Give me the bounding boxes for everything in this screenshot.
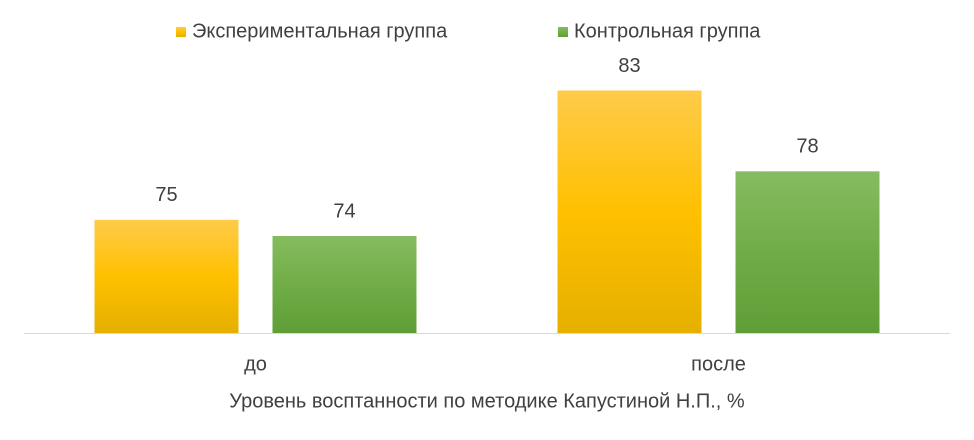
bar — [735, 171, 880, 333]
data-label: 78 — [796, 136, 818, 158]
x-tick-label: до — [244, 353, 267, 375]
legend-label: Контрольная группа — [574, 20, 761, 42]
x-axis-title: Уровень восптанности по методике Капусти… — [229, 390, 745, 412]
legend-swatch — [558, 27, 568, 37]
legend-swatch — [176, 27, 186, 37]
data-label: 74 — [333, 200, 355, 222]
bar — [272, 236, 417, 333]
x-tick-label: после — [691, 353, 746, 375]
data-label: 83 — [618, 55, 640, 77]
legend-label: Экспериментальная группа — [192, 20, 448, 42]
data-label: 75 — [155, 184, 177, 206]
bar — [557, 90, 702, 333]
bar — [94, 219, 239, 333]
